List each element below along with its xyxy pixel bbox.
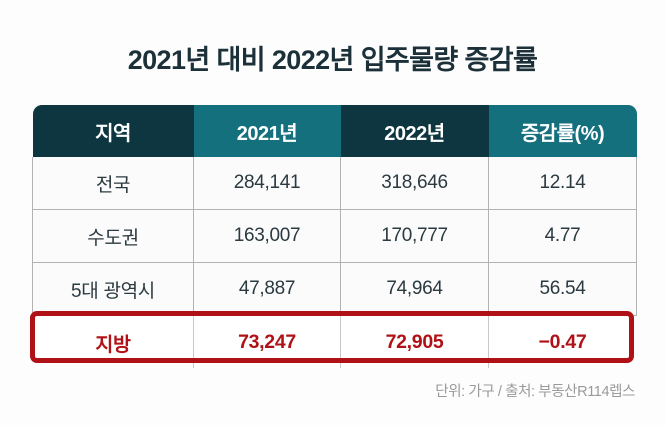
table-row: 5대 광역시 47,887 74,964 56.54 <box>32 262 637 316</box>
cell-y2022: 170,777 <box>340 209 489 263</box>
cell-rate: 12.14 <box>488 157 637 210</box>
cell-rate: 4.77 <box>488 209 637 263</box>
cell-region: 5대 광역시 <box>32 262 194 316</box>
cell-y2021: 284,141 <box>193 157 341 210</box>
cell-y2021: 73,247 <box>193 315 341 368</box>
table-body: 전국 284,141 318,646 12.14 수도권 163,007 170… <box>32 157 637 368</box>
cell-y2021: 163,007 <box>193 209 341 263</box>
table-header: 지역 2021년 2022년 증감률(%) <box>32 105 637 157</box>
cell-y2021: 47,887 <box>193 262 341 316</box>
cell-rate: −0.47 <box>488 315 637 368</box>
cell-region: 전국 <box>32 157 194 210</box>
cell-rate: 56.54 <box>488 262 637 316</box>
table-row-highlighted: 지방 73,247 72,905 −0.47 <box>32 315 637 368</box>
source-footnote: 단위: 가구 / 출처: 부동산R114렙스 <box>435 384 635 400</box>
cell-region: 지방 <box>32 315 194 368</box>
table-row: 전국 284,141 318,646 12.14 <box>32 157 637 210</box>
column-header-change-rate: 증감률(%) <box>488 105 637 157</box>
page-title: 2021년 대비 2022년 입주물량 증감률 <box>127 45 538 75</box>
column-header-year-2022: 2022년 <box>340 105 489 157</box>
occupancy-change-table: 지역 2021년 2022년 증감률(%) 전국 284,141 318,646… <box>32 105 637 368</box>
column-header-year-2021: 2021년 <box>193 105 341 157</box>
cell-region: 수도권 <box>32 209 194 263</box>
table-row: 수도권 163,007 170,777 4.77 <box>32 209 637 263</box>
data-table-container: 지역 2021년 2022년 증감률(%) 전국 284,141 318,646… <box>32 105 637 368</box>
cell-y2022: 72,905 <box>340 315 489 368</box>
table-header-row: 지역 2021년 2022년 증감률(%) <box>32 105 637 157</box>
cell-y2022: 74,964 <box>340 262 489 316</box>
column-header-region: 지역 <box>32 105 194 157</box>
cell-y2022: 318,646 <box>340 157 489 210</box>
